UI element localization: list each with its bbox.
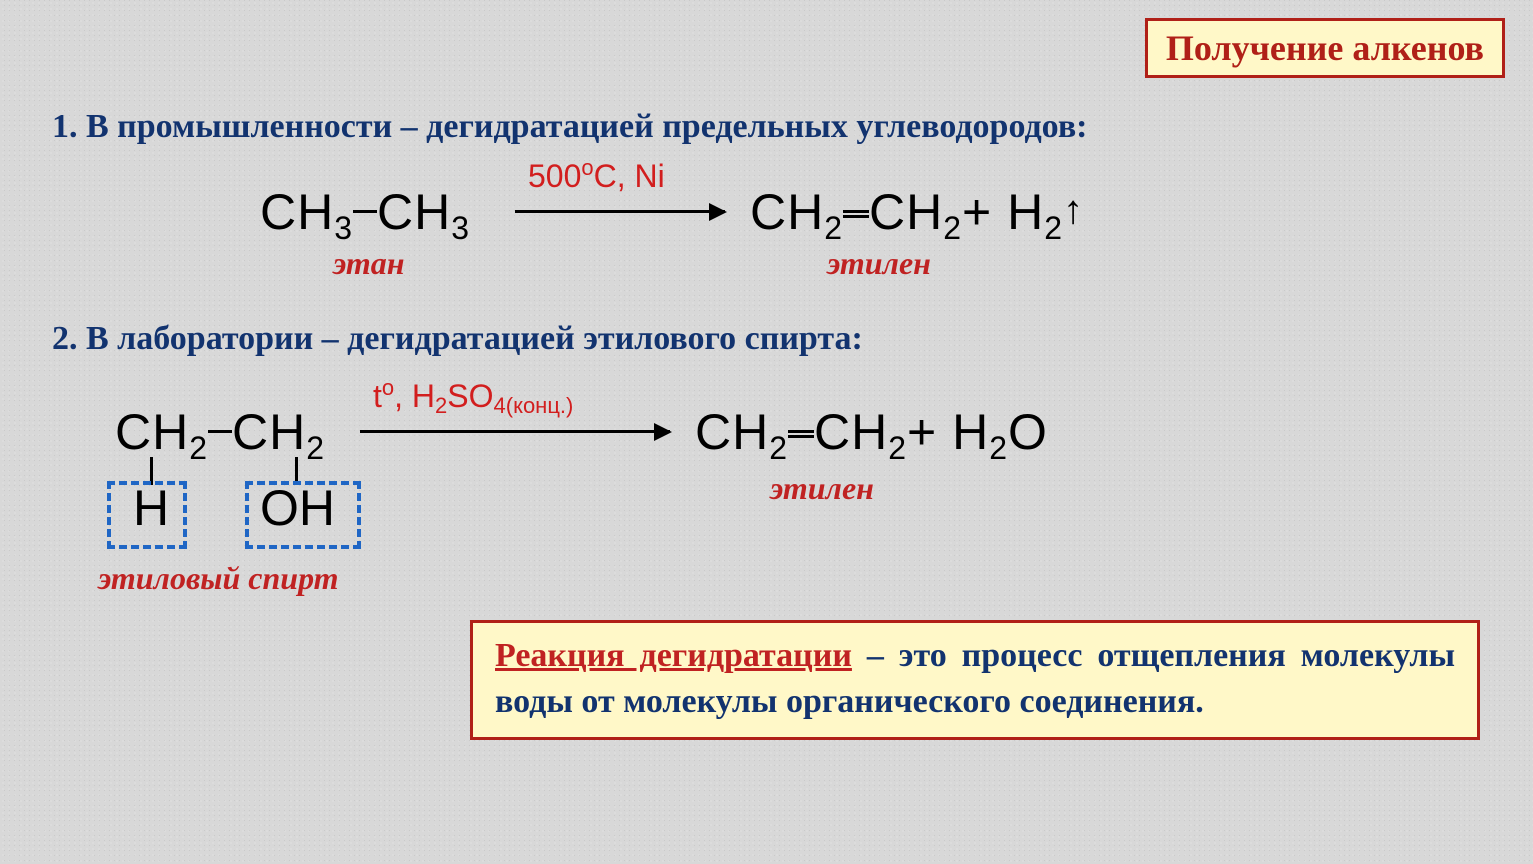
definition-term: Реакция дегидратации xyxy=(495,637,852,674)
section-2-text: 2. В лаборатории – дегидратацией этилово… xyxy=(52,320,863,357)
reaction-2: CH2CH2 H OH to, H2SO4(конц.) CH2CH2+ H2O xyxy=(115,375,1215,575)
rxn1-conditions: 500oC, Ni xyxy=(528,155,665,195)
rxn2-cond-conc: 4(конц.) xyxy=(494,393,574,418)
definition-box: Реакция дегидратации – это процесс отщеп… xyxy=(470,620,1480,740)
rxn1-product: CH2CH2+ H2↑ xyxy=(750,183,1084,247)
title-box: Получение алкенов xyxy=(1145,18,1505,78)
rxn1-temp: 500 xyxy=(528,158,581,194)
rxn2-reactant-label: этиловый спирт xyxy=(98,560,339,597)
section-1-text: 1. В промышленности – дегидратацией пред… xyxy=(52,108,1088,145)
rxn1-reactant: CH3CH3 xyxy=(260,183,470,247)
rxn2-conditions: to, H2SO4(конц.) xyxy=(373,375,573,419)
rxn2-dashbox-h xyxy=(107,481,187,549)
section-2-heading: 2. В лаборатории – дегидратацией этилово… xyxy=(52,320,863,358)
rxn1-reactant-label: этан xyxy=(333,245,405,282)
rxn2-cond-so4: SO xyxy=(447,378,493,414)
rxn2-cond-rest: , H xyxy=(394,378,435,414)
section-1-heading: 1. В промышленности – дегидратацией пред… xyxy=(52,108,1088,146)
rxn2-cond-t: t xyxy=(373,378,382,414)
rxn1-arrow xyxy=(515,210,725,213)
title-text: Получение алкенов xyxy=(1166,28,1484,68)
rxn2-top-chain: CH2CH2 xyxy=(115,403,325,467)
rxn2-arrow xyxy=(360,430,670,433)
rxn1-cat: C, Ni xyxy=(594,158,665,194)
rxn2-product: CH2CH2+ H2O xyxy=(695,403,1048,467)
rxn1-product-label: этилен xyxy=(827,245,931,282)
rxn2-dashbox-oh xyxy=(245,481,361,549)
rxn2-product-label: этилен xyxy=(770,470,874,507)
